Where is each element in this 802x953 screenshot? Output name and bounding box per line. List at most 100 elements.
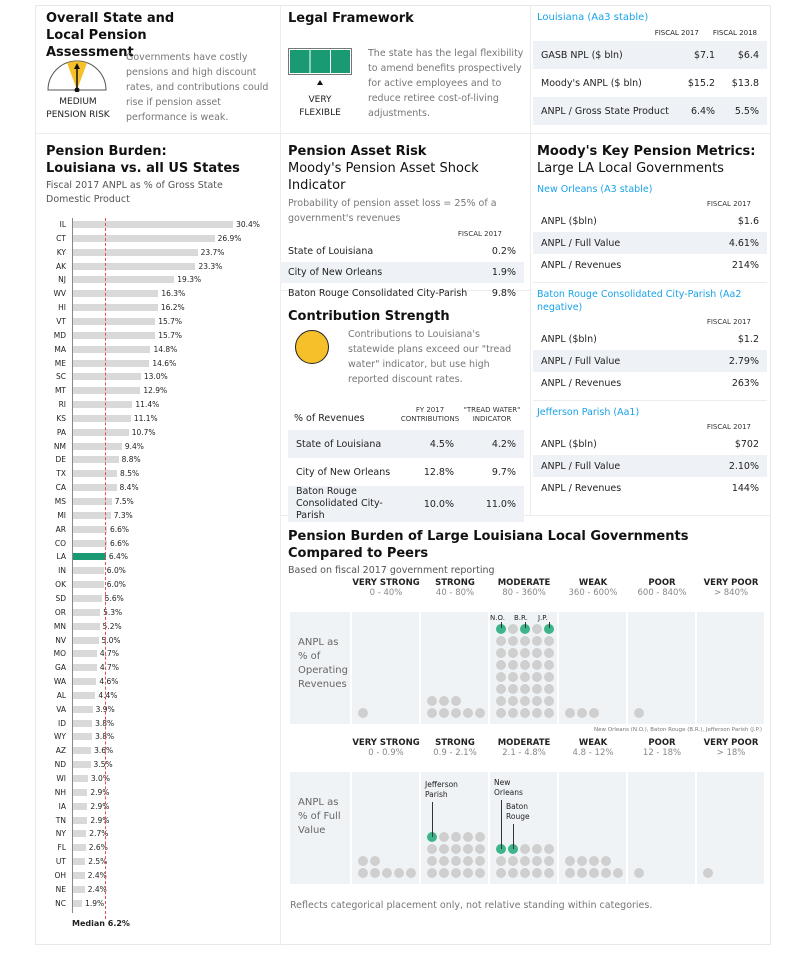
- overall-text: Governments have costly pensions and hig…: [126, 52, 269, 123]
- burden-title-2: Louisiana vs. all US States: [46, 161, 240, 176]
- bar-NM: [72, 442, 122, 450]
- state-label: NC: [55, 898, 66, 908]
- col-fiscal-2018: FISCAL 2018: [712, 29, 757, 37]
- contrib-title: Contribution Strength: [288, 309, 450, 324]
- bar-value-label: 15.7%: [158, 330, 183, 340]
- government-dot: [544, 636, 554, 646]
- gauge-label: MEDIUM PENSION RISK: [46, 97, 110, 120]
- government-dot: [451, 696, 461, 706]
- state-label: SC: [56, 372, 66, 382]
- median-line: [104, 218, 106, 919]
- table-value: $7.1: [679, 41, 724, 69]
- category-range: > 840%: [713, 588, 749, 598]
- government-dot: [427, 696, 437, 706]
- bar-CT: [72, 234, 215, 242]
- state-label: WI: [56, 774, 66, 783]
- bar-CA: [72, 484, 117, 492]
- government-dot: [532, 636, 542, 646]
- state-label: WA: [53, 677, 66, 687]
- government-dot: [508, 624, 518, 634]
- burden-title-1: Pension Burden:: [46, 144, 167, 159]
- category-header: WEAK 4.8 - 12%: [559, 738, 627, 758]
- dot-panel: ANPL as % of Operating Revenues VERY STRO…: [288, 578, 766, 738]
- government-dot: [565, 856, 575, 866]
- government-dot: [532, 856, 542, 866]
- bar-value-label: 10.7%: [131, 427, 156, 437]
- table-row: ANPL / Revenues 214%: [533, 254, 767, 276]
- table-label: Baton Rouge Consolidated City-Parish: [288, 288, 468, 299]
- state-label: WV: [53, 289, 66, 299]
- government-dot: [358, 708, 368, 718]
- category-range: 12 - 18%: [642, 748, 682, 758]
- median-label: Median 6.2%: [72, 919, 130, 928]
- table-value: $1.2: [737, 333, 759, 345]
- category-header: VERY POOR > 18%: [697, 738, 765, 758]
- bar-AZ: [72, 747, 92, 755]
- government-dot: [601, 856, 611, 866]
- government-dot: [520, 672, 530, 682]
- table-row: ANPL ($bln) $702: [533, 433, 767, 455]
- legal-label: VERY FLEXIBLE: [299, 95, 341, 118]
- state-label: HI: [58, 303, 66, 313]
- callout-line: [501, 800, 502, 849]
- bar-CO: [72, 539, 107, 547]
- bar-value-label: 5.3%: [103, 607, 123, 617]
- metrics-title-2: Large LA Local Governments: [537, 161, 724, 176]
- bar-value-label: 30.4%: [236, 220, 260, 229]
- table-label: GASB NPL ($ bln): [533, 41, 680, 69]
- bar-value-label: 2.5%: [88, 857, 108, 867]
- highlighted-government-dot: [544, 624, 554, 634]
- bar-NJ: [72, 276, 175, 284]
- median-value: 6.2%: [107, 918, 130, 928]
- pension-risk-gauge-icon: [47, 60, 107, 92]
- bar-value-label: 7.5%: [114, 497, 134, 506]
- bar-value-label: 26.9%: [217, 233, 242, 243]
- bar-KY: [72, 248, 198, 256]
- bar-value-label: 14.6%: [152, 358, 177, 368]
- government-dot: [427, 868, 437, 878]
- bar-value-label: 2.4%: [87, 870, 107, 880]
- legal-framework: Legal Framework VERY FLEXIBLE The state …: [288, 10, 526, 119]
- category-range: 0.9 - 2.1%: [433, 748, 477, 758]
- category-header: VERY STRONG 0 - 40%: [352, 578, 420, 598]
- table-value: 4.2%: [462, 430, 524, 458]
- government-dot: [544, 660, 554, 670]
- contribution-indicator-icon: [295, 330, 329, 364]
- key-metrics: Moody's Key Pension Metrics: Large LA Lo…: [533, 143, 767, 499]
- table-value: 10.0%: [400, 486, 462, 522]
- government-dot: [406, 868, 416, 878]
- government-dot: [496, 672, 506, 682]
- table-value: 5.5%: [723, 97, 767, 125]
- government-dot: [370, 868, 380, 878]
- bar-value-label: 16.2%: [160, 303, 185, 313]
- bar-FL: [72, 844, 86, 852]
- government-dot: [475, 708, 485, 718]
- state-label: WY: [54, 732, 66, 742]
- table-label: ANPL / Revenues: [541, 377, 622, 389]
- government-dot: [532, 708, 542, 718]
- state-label: NV: [55, 635, 66, 645]
- peers-title: Pension Burden of Large Louisiana Local …: [288, 529, 689, 561]
- pension-burden-chart: Pension Burden: Louisiana vs. all US Sta…: [46, 143, 276, 943]
- asset-risk-col: FISCAL 2017: [457, 230, 502, 238]
- bar-GA: [72, 664, 97, 672]
- bar-value-label: 1.9%: [85, 898, 105, 908]
- col-fiscal-2017: FISCAL 2017: [706, 318, 751, 326]
- government-dot: [703, 868, 713, 878]
- government-dot: [577, 856, 587, 866]
- bar-LA: [72, 553, 106, 561]
- bar-value-label: 2.9%: [90, 801, 110, 811]
- table-label: ANPL ($bln): [541, 333, 597, 345]
- bar-DE: [72, 456, 119, 464]
- government-dot: [463, 868, 473, 878]
- government-dot: [532, 660, 542, 670]
- government-dot: [439, 868, 449, 878]
- category-range: 360 - 600%: [568, 588, 618, 598]
- bar-WY: [72, 733, 93, 741]
- contrib-head: % of Revenues: [294, 413, 365, 424]
- contrib-col1: FY 2017 CONTRIBUTIONS: [400, 406, 460, 423]
- government-dot: [496, 636, 506, 646]
- asset-risk: Pension Asset Risk Moody's Pension Asset…: [280, 143, 524, 304]
- government-dot: [589, 856, 599, 866]
- government-dot: [382, 868, 392, 878]
